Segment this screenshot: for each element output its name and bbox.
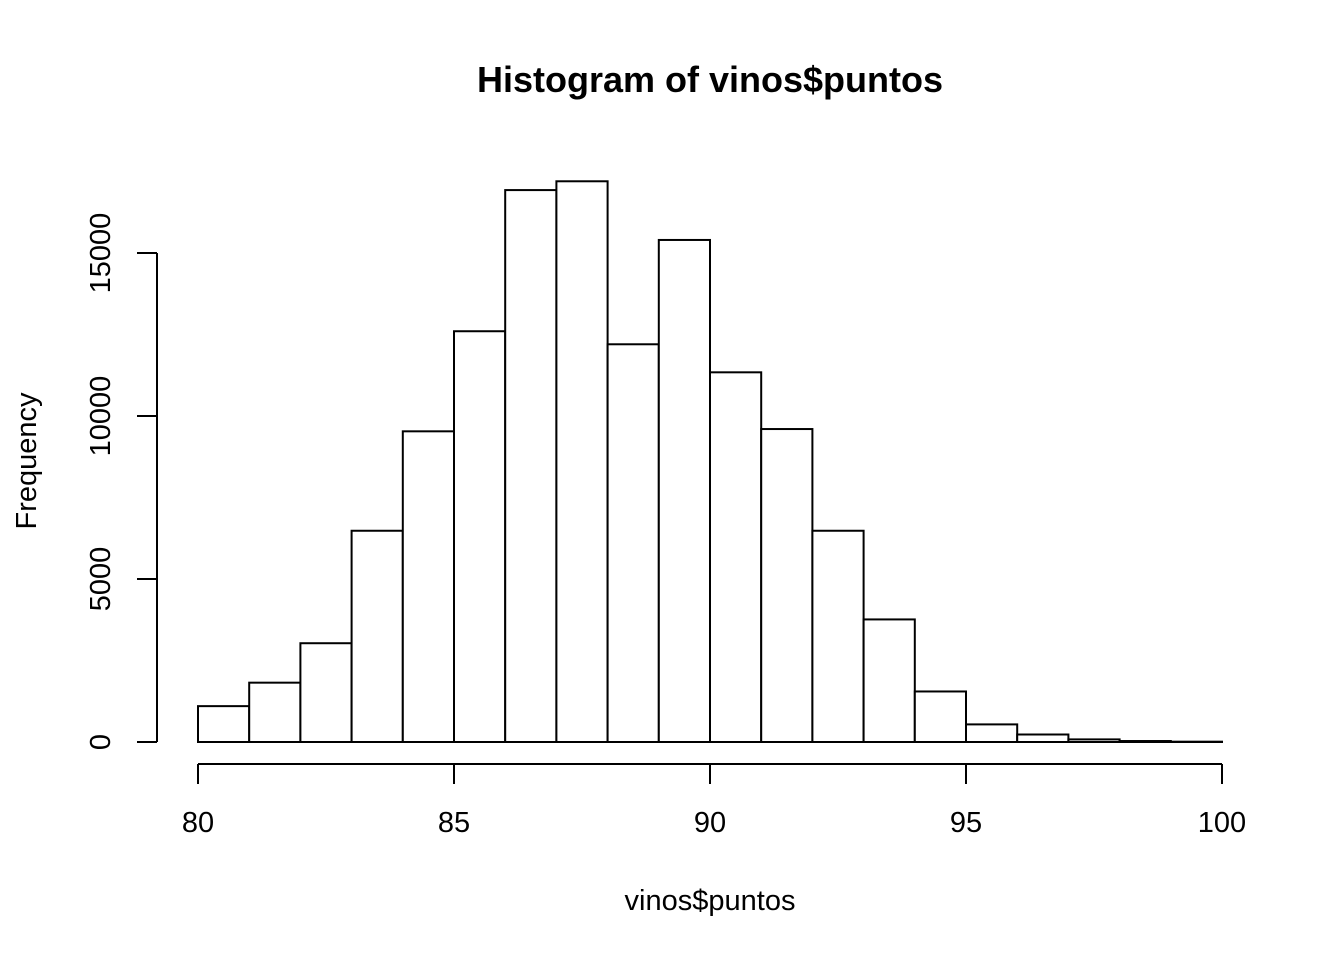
bars-group <box>197 180 1224 744</box>
histogram-bar <box>197 705 251 744</box>
x-tick-label: 90 <box>694 807 726 839</box>
y-tick-label: 0 <box>85 734 117 750</box>
histogram-bar <box>248 681 302 744</box>
x-tick-label: 80 <box>182 807 214 839</box>
histogram-bar <box>913 690 967 743</box>
y-tick-label: 10000 <box>85 376 117 457</box>
histogram-bar <box>965 723 1019 743</box>
y-tick-label: 5000 <box>85 547 117 612</box>
histogram-bar <box>504 189 558 744</box>
x-axis-label: vinos$puntos <box>625 885 796 917</box>
chart-title: Histogram of vinos$puntos <box>477 59 943 100</box>
x-axis: 80 85 90 95 100 <box>182 763 1246 839</box>
histogram-bar <box>1067 738 1121 744</box>
y-tick-label: 15000 <box>85 213 117 294</box>
histogram-bar <box>811 529 865 744</box>
x-tick-label: 100 <box>1198 807 1246 839</box>
histogram-bar <box>299 642 353 743</box>
histogram-bar <box>709 371 763 743</box>
histogram-bar <box>862 618 916 744</box>
histogram-bar <box>453 330 507 743</box>
histogram-bar <box>350 529 404 744</box>
histogram-bar <box>555 180 609 743</box>
y-axis-label: Frequency <box>11 392 43 530</box>
y-axis: 0 5000 10000 15000 <box>85 213 158 750</box>
histogram-bar <box>606 343 660 743</box>
x-tick-label: 95 <box>950 807 982 839</box>
histogram-bar <box>760 428 814 743</box>
histogram-bar <box>1118 740 1172 743</box>
histogram-bar <box>657 238 711 744</box>
histogram-bar <box>401 430 455 743</box>
x-tick-label: 85 <box>438 807 470 839</box>
histogram-bar <box>1016 733 1070 744</box>
